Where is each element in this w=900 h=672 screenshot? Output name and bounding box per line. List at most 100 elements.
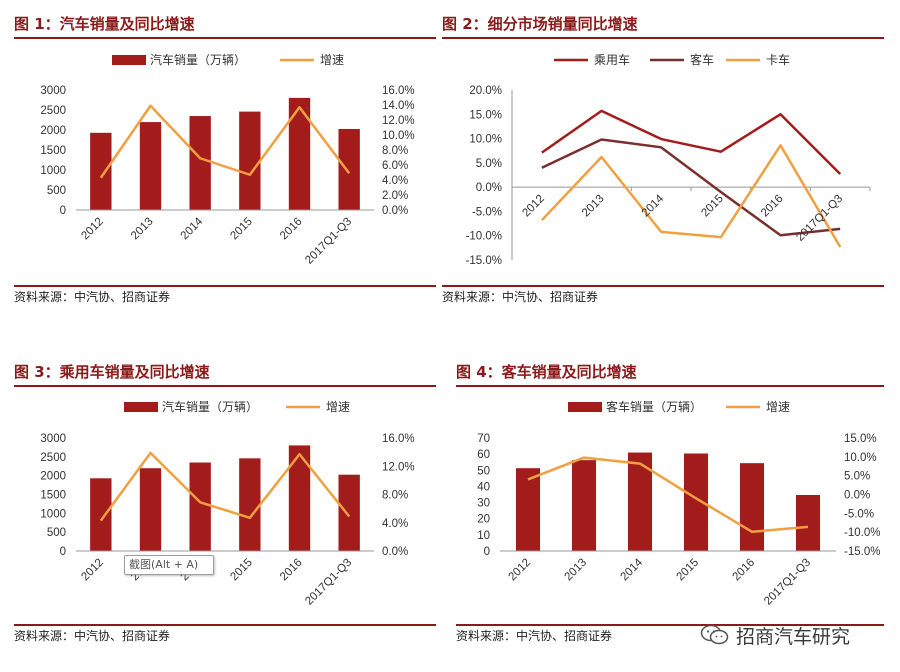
legend-swatch-bar bbox=[112, 55, 146, 65]
legend-label-bar: 客车销量（万辆） bbox=[606, 399, 702, 414]
chart-4: 客车销量（万辆） 增速 0 10 20 30 40 50 60 70 -15.0% -10.0% -5.… bbox=[477, 399, 880, 608]
x-tick: 2014 bbox=[179, 215, 206, 242]
y-right-tick: 0.0% bbox=[382, 205, 408, 217]
watermark-text: 招商汽车研究 bbox=[736, 625, 851, 648]
y-left-tick: 60 bbox=[477, 449, 490, 461]
x-tick: 2015 bbox=[228, 557, 255, 584]
y-right-tick: 10.0% bbox=[382, 130, 415, 142]
x-tick: 2016 bbox=[731, 557, 758, 584]
y-left-tick: 0 bbox=[60, 546, 66, 558]
y-right-tick: -5.0% bbox=[844, 508, 874, 520]
x-tick: 2012 bbox=[520, 193, 547, 220]
y-right-tick: 8.0% bbox=[382, 490, 408, 502]
y-right-tick: 5.0% bbox=[844, 471, 870, 483]
screenshot-tooltip: 截图(Alt + A) bbox=[124, 555, 214, 575]
y-left-tick: 0 bbox=[484, 546, 490, 558]
y-tick: 20.0% bbox=[469, 85, 502, 97]
y-left-tick: 2000 bbox=[40, 125, 66, 137]
x-tick: 2017Q1-Q3 bbox=[794, 193, 845, 244]
bar bbox=[795, 494, 821, 551]
y-left-tick: 50 bbox=[477, 465, 490, 477]
source-rule bbox=[14, 285, 436, 287]
y-left-tick: 1000 bbox=[40, 508, 66, 520]
chart-1: 汽车销量（万辆） 增速 0 500 1000 1500 2000 2500 3000 0.0% 2.… bbox=[40, 52, 415, 267]
y-right-tick: 15.0% bbox=[844, 433, 877, 445]
title-rule bbox=[456, 385, 884, 387]
panel-1: 图 1：汽车销量及同比增速 汽车销量（万辆） 增速 0 500 1000 1500 2000… bbox=[14, 12, 436, 312]
bar bbox=[627, 452, 653, 551]
x-tick: 2012 bbox=[79, 216, 106, 243]
legend-swatch-bar bbox=[568, 402, 602, 412]
legend-label-2: 客车 bbox=[690, 52, 714, 67]
series-line-1 bbox=[541, 109, 842, 175]
y-right-tick: 10.0% bbox=[844, 452, 877, 464]
source-rule bbox=[14, 624, 436, 626]
panel-title: 图 4：客车销量及同比增速 bbox=[456, 363, 637, 381]
title-rule bbox=[442, 37, 884, 39]
y-right-tick: 16.0% bbox=[382, 85, 415, 97]
x-tick: 2015 bbox=[699, 193, 726, 220]
x-tick: 2017Q1-Q3 bbox=[303, 557, 354, 608]
x-tick: 2016 bbox=[759, 193, 786, 220]
y-right-tick: 0.0% bbox=[844, 490, 870, 502]
y-tick: 10.0% bbox=[469, 134, 502, 146]
x-tick: 2013 bbox=[563, 557, 590, 584]
bar bbox=[739, 463, 765, 551]
y-right-tick: 0.0% bbox=[382, 546, 408, 558]
series-line-3 bbox=[540, 144, 842, 248]
y-left-tick: 500 bbox=[47, 185, 66, 197]
y-right-tick: 12.0% bbox=[382, 461, 415, 473]
panel-title: 图 2：细分市场销量同比增速 bbox=[442, 15, 638, 33]
source-rule bbox=[456, 624, 884, 626]
bar bbox=[338, 474, 360, 551]
source-note: 资料来源：中汽协、招商证券 bbox=[442, 290, 599, 304]
x-tick: 2014 bbox=[619, 556, 646, 583]
bar bbox=[139, 122, 162, 210]
x-tick: 2013 bbox=[129, 216, 156, 243]
bar bbox=[571, 460, 597, 551]
y-tick: -5.0% bbox=[472, 206, 502, 218]
legend-label-bar: 汽车销量（万辆） bbox=[150, 52, 246, 67]
y-left-tick: 2000 bbox=[40, 471, 66, 483]
source-rule bbox=[442, 285, 884, 287]
panel-2: 图 2：细分市场销量同比增速 乘用车 客车 卡车 -15.0% -10.0% -5.0% 0… bbox=[442, 12, 884, 312]
y-tick: 15.0% bbox=[469, 109, 502, 121]
bar bbox=[139, 468, 162, 551]
title-rule bbox=[14, 385, 436, 387]
y-tick: 0.0% bbox=[476, 182, 502, 194]
y-left-tick: 0 bbox=[60, 205, 66, 217]
series-line-growth bbox=[99, 451, 351, 522]
x-tick: 2016 bbox=[278, 216, 305, 243]
source-note: 资料来源：中汽协、招商证券 bbox=[456, 629, 613, 643]
y-right-tick: 12.0% bbox=[382, 115, 415, 127]
wechat-icon bbox=[700, 624, 729, 645]
y-right-tick: -15.0% bbox=[844, 546, 880, 558]
legend-swatch-bar bbox=[124, 402, 158, 412]
legend-label-line: 增速 bbox=[326, 400, 350, 414]
panel-title: 图 1：汽车销量及同比增速 bbox=[14, 15, 195, 33]
y-left-tick: 500 bbox=[47, 527, 66, 539]
bar bbox=[288, 445, 311, 551]
y-right-tick: 2.0% bbox=[382, 190, 408, 202]
y-right-tick: 4.0% bbox=[382, 175, 408, 187]
legend-label-line: 增速 bbox=[766, 400, 790, 414]
x-tick: 2017Q1-Q3 bbox=[303, 216, 354, 267]
x-tick: 2014 bbox=[640, 192, 667, 219]
bar bbox=[239, 458, 261, 551]
y-left-tick: 3000 bbox=[40, 433, 66, 445]
y-left-tick: 2500 bbox=[40, 105, 66, 117]
y-right-tick: 16.0% bbox=[382, 433, 415, 445]
x-tick: 2017Q1-Q3 bbox=[762, 557, 813, 608]
y-right-tick: 6.0% bbox=[382, 160, 408, 172]
y-tick: -10.0% bbox=[466, 231, 502, 243]
panel-4: 图 4：客车销量及同比增速 客车销量（万辆） 增速 0 10 20 30 40 50 60 70 -… bbox=[456, 360, 884, 660]
source-note: 资料来源：中汽协、招商证券 bbox=[14, 629, 171, 643]
y-tick: 5.0% bbox=[476, 158, 502, 170]
watermark: 招商汽车研究 bbox=[700, 622, 850, 648]
y-left-tick: 1000 bbox=[40, 165, 66, 177]
x-tick: 2015 bbox=[675, 557, 702, 584]
y-left-tick: 40 bbox=[477, 481, 490, 493]
x-tick: 2016 bbox=[278, 557, 305, 584]
bar bbox=[90, 478, 112, 551]
chart-3: 汽车销量（万辆） 增速 0 500 1000 1500 2000 2500 3000 0.0% 4.… bbox=[40, 399, 415, 608]
